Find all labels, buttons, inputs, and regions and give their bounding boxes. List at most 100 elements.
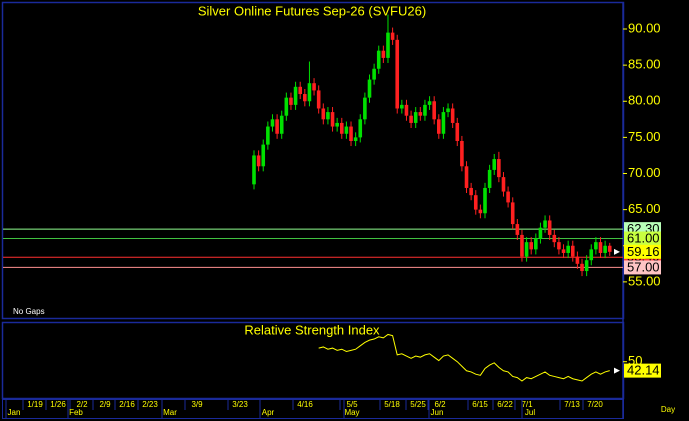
candle-body: [427, 101, 432, 105]
month-label: Apr: [262, 408, 275, 417]
rsi-line: [318, 333, 610, 382]
x-tick-label: 2/9: [99, 400, 111, 409]
candle-body: [330, 112, 335, 127]
level-label: 61.00: [627, 230, 660, 245]
candle-body: [390, 32, 395, 40]
candle-body: [538, 227, 543, 239]
y-tick-label: 55.00: [628, 273, 661, 288]
candle-body: [261, 144, 266, 167]
candle-body: [381, 50, 386, 58]
candle-body: [594, 242, 598, 250]
note: No Gaps: [13, 307, 45, 316]
y-tick-label: 80.00: [628, 93, 661, 108]
candle-body: [307, 83, 312, 102]
x-tick-label: 2/2: [76, 400, 88, 409]
candle-body: [298, 86, 302, 95]
x-tick-label: 3/9: [191, 400, 203, 409]
candle-body: [270, 119, 275, 127]
candle-body: [520, 234, 524, 257]
month-label: Jun: [431, 408, 444, 417]
level-label-box: [624, 231, 661, 246]
candle-body: [524, 242, 529, 257]
candle-body: [413, 112, 418, 123]
candle-body: [575, 256, 580, 264]
candle-body: [529, 242, 533, 250]
last-price-box: [624, 244, 661, 259]
candle-body: [469, 187, 473, 196]
candle-body: [321, 108, 326, 120]
candle-body: [534, 238, 538, 250]
candle-body: [303, 94, 307, 102]
candle-body: [432, 101, 436, 120]
candle-body: [279, 115, 284, 134]
y-tick-label: 85.00: [628, 57, 661, 72]
x-tick-label: 7/13: [564, 400, 580, 409]
candle-body: [487, 169, 492, 188]
x-tick-label: 1/26: [50, 400, 66, 409]
last-value-box: [624, 363, 661, 378]
candle-body: [506, 191, 510, 203]
x-tick-label: 3/23: [232, 400, 248, 409]
y-tick-label: 70.00: [628, 165, 661, 180]
candle-body: [464, 166, 469, 188]
candle-body: [376, 50, 381, 69]
rsi-panel: [1, 321, 625, 400]
level-label: 57.00: [627, 259, 660, 274]
x-tick-label: 6/15: [472, 400, 488, 409]
candle-body: [478, 209, 483, 214]
x-tick-label: 5/5: [346, 400, 358, 409]
y-tick-label: 65.00: [628, 201, 661, 216]
candle-body: [598, 242, 603, 253]
candle-body: [275, 119, 279, 134]
candle-body: [256, 155, 261, 167]
candle-body: [326, 112, 330, 120]
candle-body: [363, 97, 367, 120]
month-label: May: [344, 408, 359, 417]
candle-body: [367, 79, 372, 98]
candle-body: [404, 104, 409, 116]
last-price-label: 59.16: [627, 244, 660, 259]
candle-body: [335, 122, 339, 127]
candle-body: [266, 126, 270, 145]
x-tick-label: 4/16: [297, 400, 313, 409]
candle-body: [423, 104, 427, 116]
candle-body: [400, 104, 404, 109]
x-unit-label: Day: [661, 405, 675, 414]
month-label: Feb: [69, 408, 83, 417]
candle-body: [589, 249, 594, 261]
rsi-title: Relative Strength Index: [244, 322, 380, 337]
x-tick-label: 6/2: [434, 400, 446, 409]
last-value-arrow: [614, 367, 620, 374]
candle-body: [284, 97, 289, 116]
x-tick-label: 7/1: [521, 400, 533, 409]
candle-body: [409, 115, 413, 123]
x-tick-label: 7/20: [587, 400, 603, 409]
candle-body: [455, 122, 460, 141]
month-label: Mar: [163, 408, 177, 417]
price-panel: [1, 1, 625, 320]
candle-body: [386, 32, 390, 58]
candle-body: [492, 159, 497, 170]
candle-body: [353, 137, 358, 141]
candle-body: [349, 126, 353, 141]
candle-body: [552, 234, 557, 243]
candle-body: [446, 108, 450, 113]
candle-body: [483, 187, 487, 214]
candle-body: [566, 245, 570, 253]
candle-body: [557, 242, 561, 250]
candle-body: [543, 220, 547, 228]
candle-body: [437, 119, 441, 134]
candle-body: [607, 245, 612, 252]
candle-body: [372, 68, 376, 80]
last-price-arrow: [614, 248, 620, 255]
candle-body: [289, 97, 293, 105]
chart-title: Silver Online Futures Sep-26 (SVFU26): [198, 3, 426, 18]
y-tick-label: 90.00: [628, 20, 661, 35]
x-tick-label: 2/23: [142, 400, 158, 409]
candle-body: [252, 155, 256, 185]
candle-body: [441, 112, 446, 134]
candle-body: [497, 159, 501, 178]
x-tick-label: 1/19: [27, 400, 43, 409]
candle-body: [603, 245, 607, 253]
